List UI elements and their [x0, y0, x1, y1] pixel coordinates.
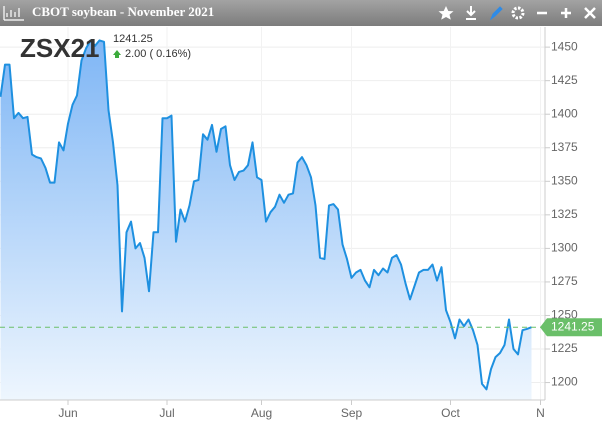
up-arrow: [113, 50, 121, 58]
toolbar: [438, 6, 596, 21]
y-tick-label: 1300: [551, 241, 578, 255]
y-tick-label: 1375: [551, 140, 578, 154]
maximize-button[interactable]: [561, 8, 571, 18]
y-tick-label: 1200: [551, 375, 578, 389]
area-fill: [0, 40, 532, 400]
y-tick-label: 1450: [551, 39, 578, 53]
last-price-label: 1241.25: [551, 319, 595, 333]
draw-button[interactable]: [489, 6, 503, 21]
favorite-button[interactable]: [438, 6, 454, 20]
y-tick-label: 1400: [551, 106, 578, 120]
last-price-tag: [540, 318, 602, 337]
chart-icon: [3, 6, 24, 21]
change-text: 2.00 ( 0.16%): [125, 48, 191, 60]
header-price: 1241.25: [113, 33, 153, 45]
symbol: ZSX21: [20, 33, 100, 63]
chart-title: CBOT soybean - November 2021: [32, 4, 214, 19]
x-tick-label: Jul: [159, 406, 174, 420]
x-tick-label: Sep: [341, 406, 363, 420]
close-button[interactable]: [584, 7, 596, 19]
y-tick-label: 1325: [551, 207, 578, 221]
y-tick-label: 1225: [551, 341, 578, 355]
title-bar: [0, 0, 602, 26]
x-tick-label: N: [536, 406, 545, 420]
download-button[interactable]: [466, 6, 476, 20]
price-line: [0, 39, 532, 391]
settings-button[interactable]: [511, 6, 525, 20]
x-tick-label: Aug: [251, 406, 272, 420]
plot-area: [0, 27, 545, 400]
x-tick-label: Oct: [441, 406, 460, 420]
y-tick-label: 1350: [551, 173, 578, 187]
y-tick-label: 1275: [551, 274, 578, 288]
x-tick-label: Jun: [58, 406, 77, 420]
y-tick-label: 1425: [551, 73, 578, 87]
y-tick-label: 1250: [551, 308, 578, 322]
